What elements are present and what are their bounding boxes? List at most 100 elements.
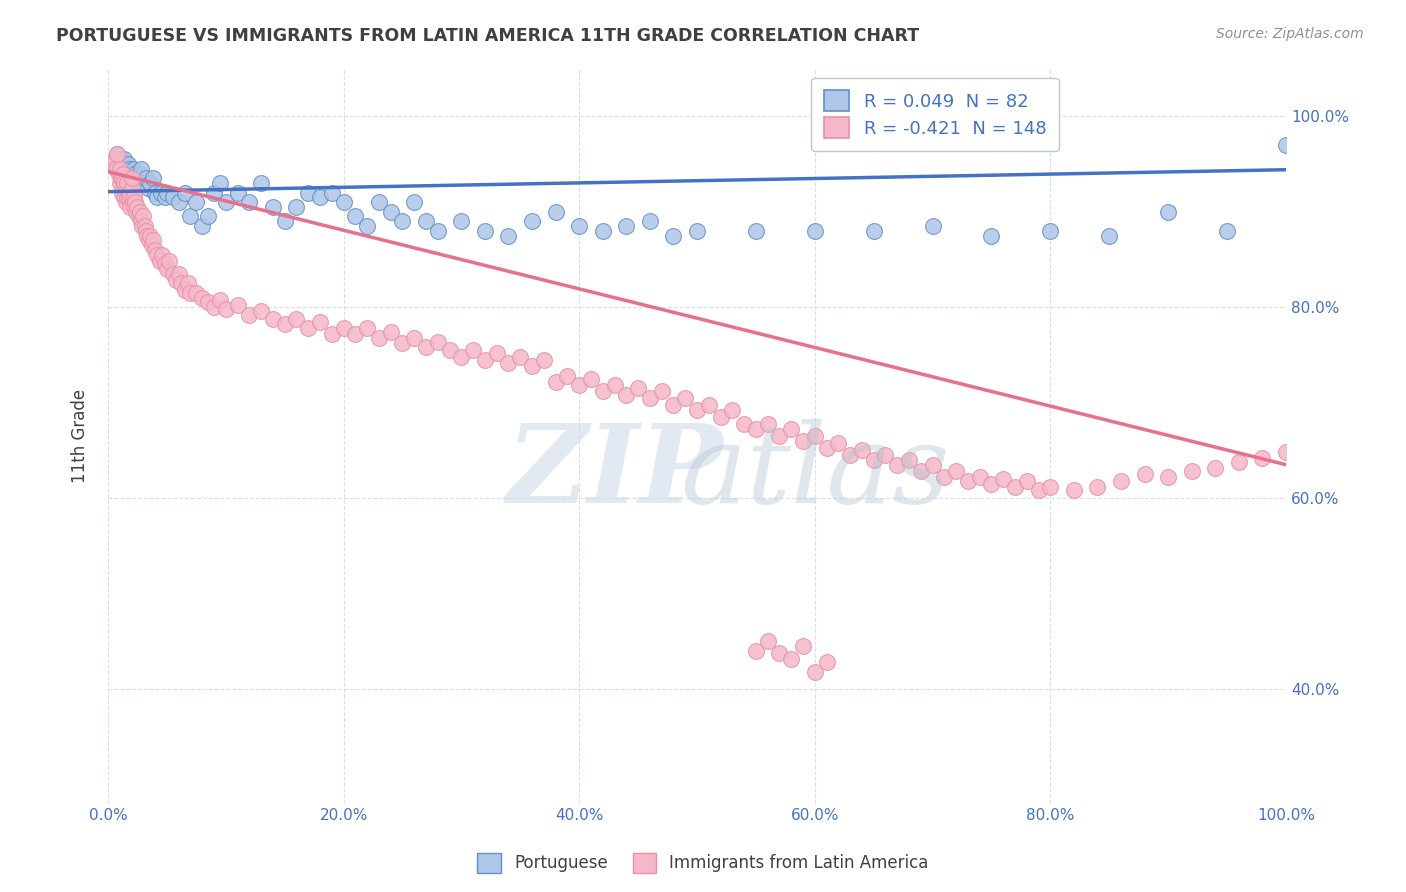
Point xyxy=(1039,224,1062,238)
Point xyxy=(179,285,201,300)
Point xyxy=(686,224,709,238)
Point xyxy=(129,214,152,228)
Point xyxy=(238,308,260,322)
Point xyxy=(356,321,378,335)
Point xyxy=(115,176,138,190)
Text: atlas: atlas xyxy=(681,419,949,526)
Point xyxy=(1275,137,1298,152)
Point xyxy=(956,474,979,488)
Point xyxy=(107,147,129,161)
Point xyxy=(768,429,790,443)
Point xyxy=(285,200,308,214)
Point xyxy=(1157,470,1180,484)
Point xyxy=(886,458,908,472)
Point xyxy=(380,204,402,219)
Point xyxy=(238,195,260,210)
Point xyxy=(815,442,838,456)
Point xyxy=(450,214,472,228)
Point xyxy=(108,161,131,176)
Point xyxy=(121,171,143,186)
Point xyxy=(167,267,190,281)
Point xyxy=(186,285,208,300)
Point xyxy=(165,273,187,287)
Point xyxy=(368,331,391,345)
Point xyxy=(112,157,135,171)
Point xyxy=(1204,460,1226,475)
Point xyxy=(162,190,184,204)
Point xyxy=(114,181,136,195)
Point xyxy=(1028,483,1050,498)
Point xyxy=(150,248,173,262)
Point xyxy=(197,210,219,224)
Point xyxy=(103,157,125,171)
Point xyxy=(1039,480,1062,494)
Point xyxy=(520,359,543,374)
Point xyxy=(121,167,143,181)
Point xyxy=(969,470,991,484)
Point xyxy=(673,391,696,405)
Point xyxy=(1275,445,1298,459)
Point xyxy=(273,318,295,332)
Point xyxy=(862,224,884,238)
Point xyxy=(110,171,132,186)
Point xyxy=(117,186,139,200)
Point xyxy=(111,186,134,200)
Point xyxy=(156,186,179,200)
Point xyxy=(285,311,308,326)
Point xyxy=(215,195,238,210)
Point xyxy=(146,190,169,204)
Point xyxy=(142,171,165,186)
Point xyxy=(1181,464,1204,478)
Point xyxy=(197,295,219,310)
Point xyxy=(1216,224,1239,238)
Point xyxy=(638,391,661,405)
Point xyxy=(105,152,128,166)
Point xyxy=(934,470,956,484)
Point xyxy=(557,368,579,383)
Point xyxy=(156,262,179,277)
Point xyxy=(745,644,768,658)
Point xyxy=(107,147,129,161)
Point xyxy=(107,161,129,176)
Point xyxy=(579,372,602,386)
Point xyxy=(170,277,193,291)
Point xyxy=(614,388,637,402)
Point xyxy=(191,291,214,305)
Point xyxy=(498,355,520,369)
Point xyxy=(426,334,449,349)
Point xyxy=(520,214,543,228)
Point xyxy=(121,171,143,186)
Point xyxy=(121,181,143,195)
Point xyxy=(103,157,125,171)
Point xyxy=(651,384,673,399)
Point xyxy=(297,321,319,335)
Point xyxy=(153,257,176,271)
Point xyxy=(115,190,138,204)
Point xyxy=(128,167,150,181)
Point xyxy=(139,176,162,190)
Point xyxy=(344,210,367,224)
Point xyxy=(1098,228,1121,243)
Point xyxy=(208,293,231,307)
Point xyxy=(108,157,131,171)
Point xyxy=(533,352,555,367)
Point xyxy=(105,161,128,176)
Point xyxy=(127,200,149,214)
Point xyxy=(125,171,148,186)
Point xyxy=(131,219,153,233)
Point xyxy=(143,243,166,257)
Point xyxy=(110,152,132,166)
Point xyxy=(1004,480,1026,494)
Point xyxy=(439,343,461,358)
Text: ZIP: ZIP xyxy=(506,419,723,526)
Point xyxy=(921,458,943,472)
Point xyxy=(179,210,201,224)
Point xyxy=(1015,474,1038,488)
Point xyxy=(112,167,135,181)
Point xyxy=(592,384,614,399)
Point xyxy=(662,398,685,412)
Point xyxy=(186,195,208,210)
Point xyxy=(134,219,156,233)
Point xyxy=(226,186,249,200)
Point xyxy=(321,186,343,200)
